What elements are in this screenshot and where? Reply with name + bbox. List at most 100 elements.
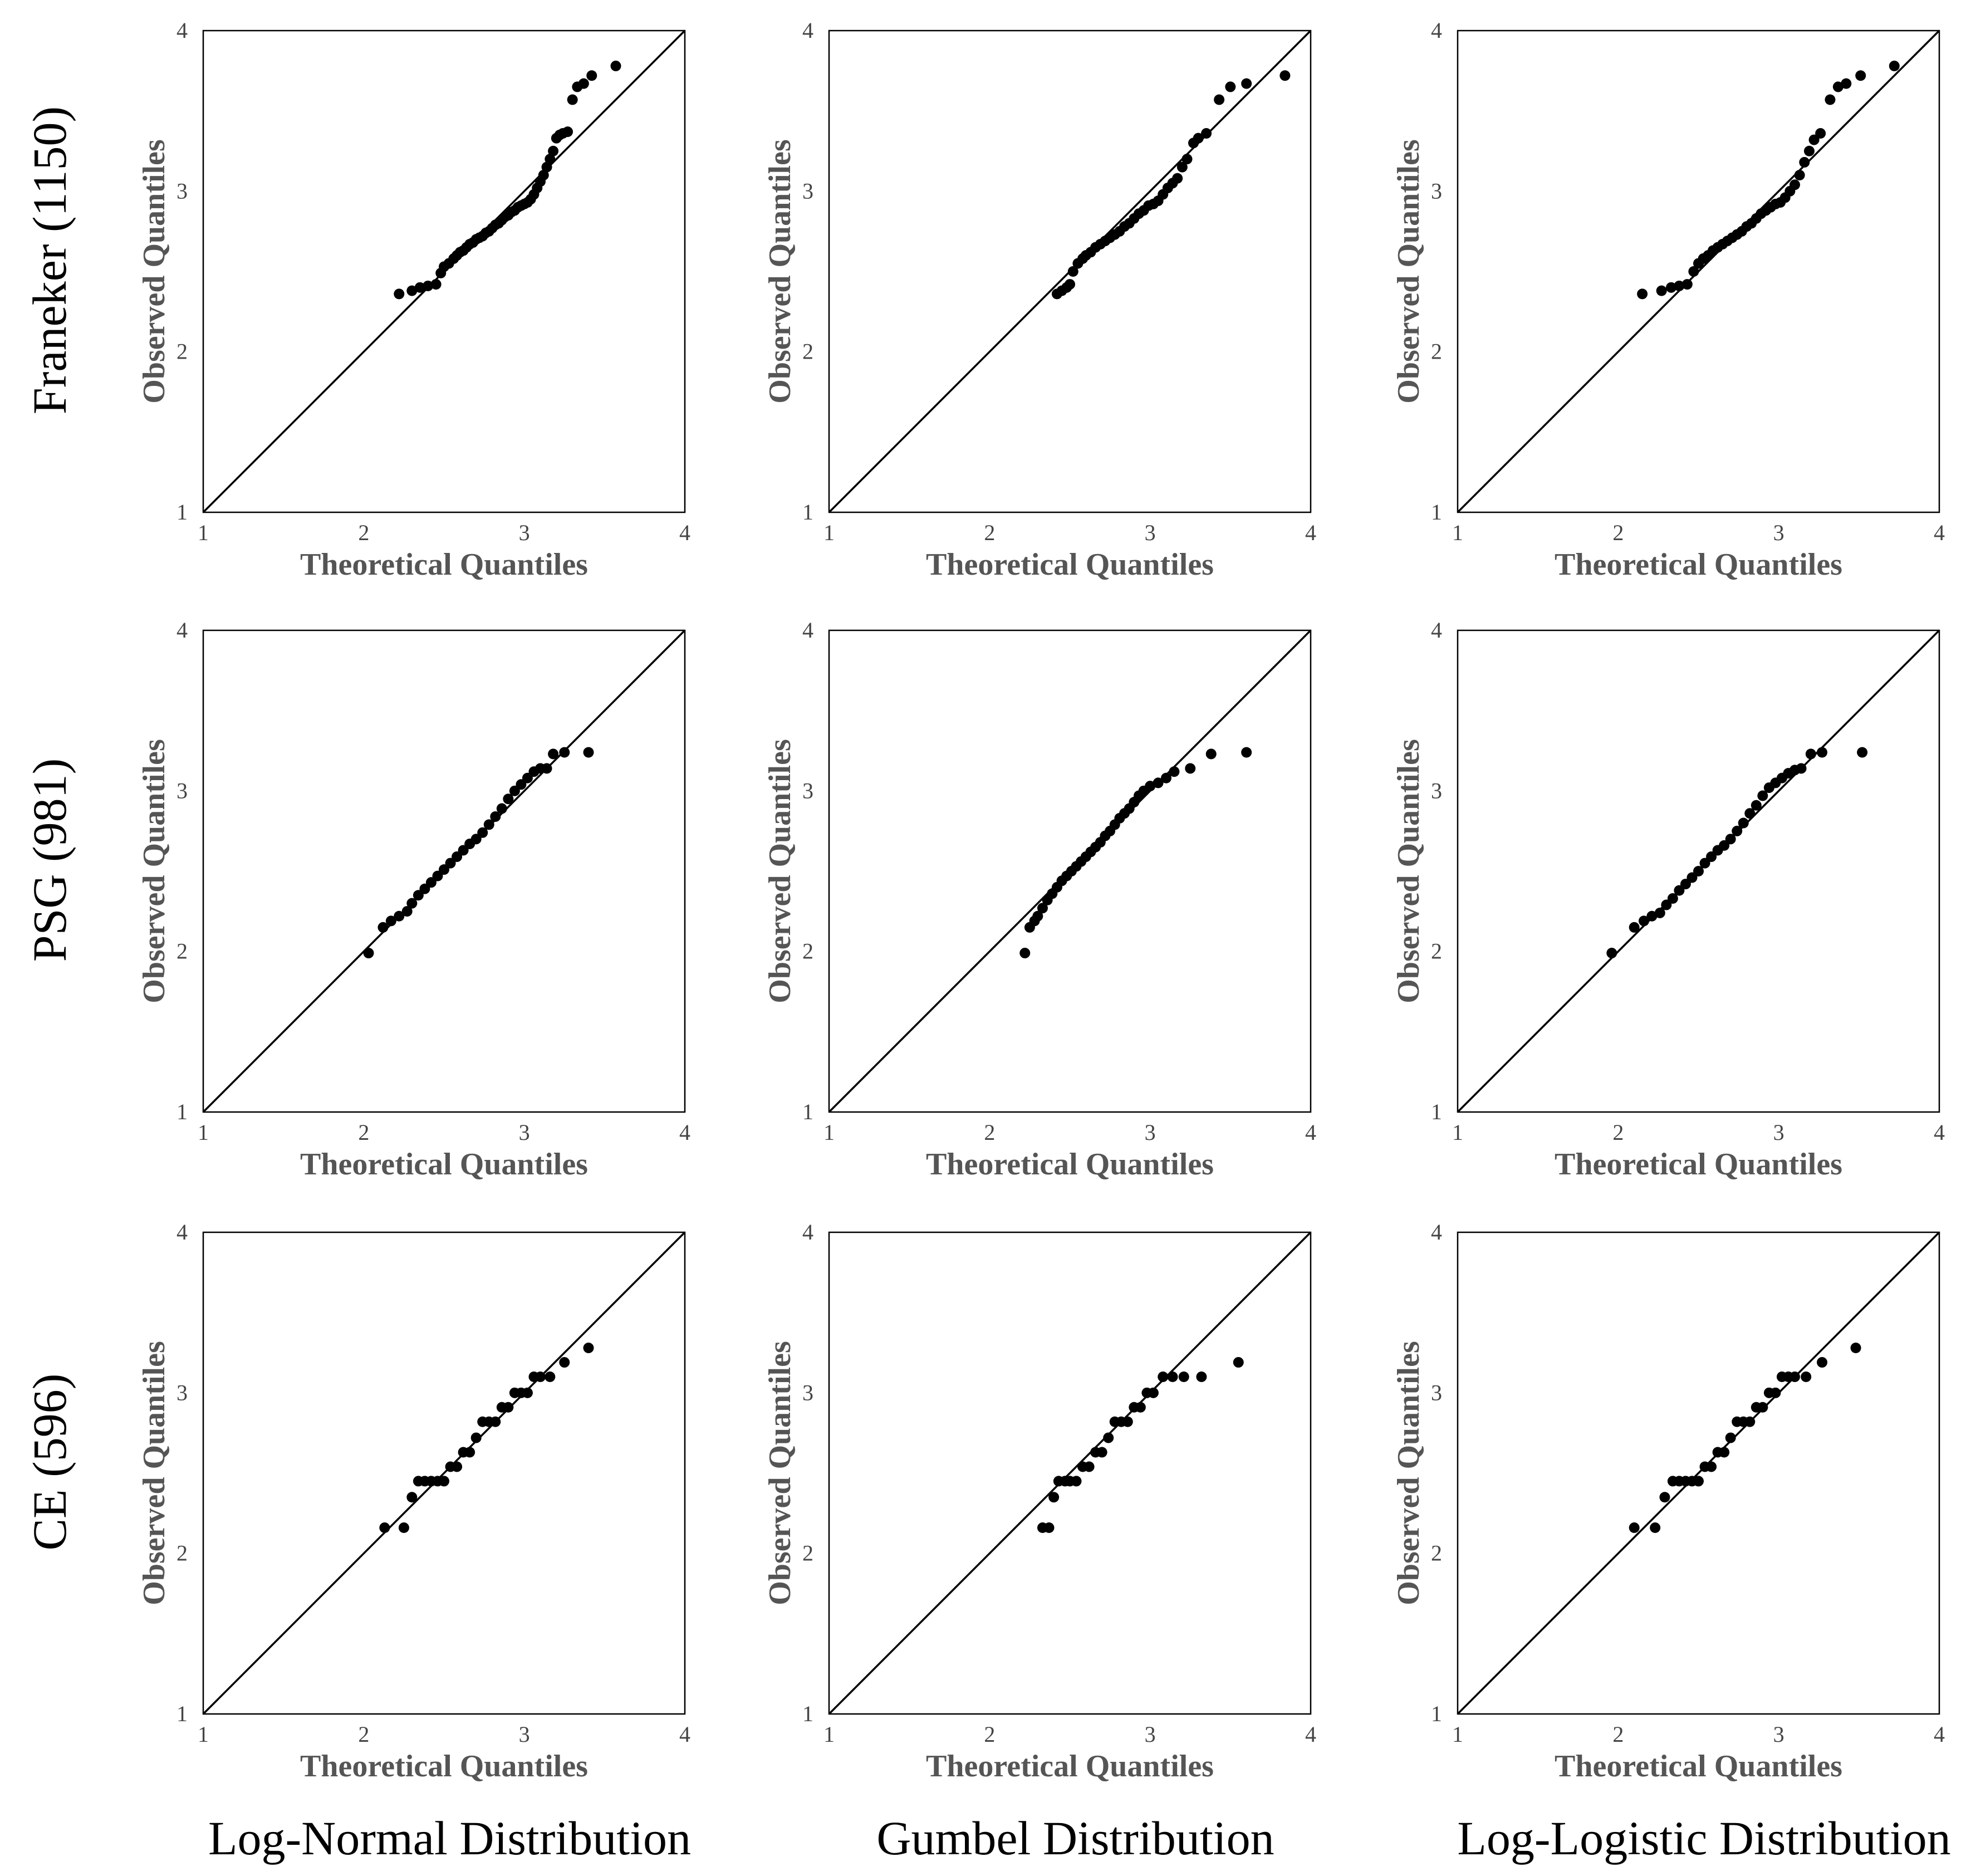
y-tick-label: 2 bbox=[1431, 339, 1442, 364]
data-point bbox=[1214, 94, 1225, 105]
panel-ce-lognormal: 11 2 2 3 3 4 4 Theoretical Quantiles Observed Qu… bbox=[137, 1219, 690, 1784]
data-point bbox=[1656, 285, 1667, 296]
data-point bbox=[1889, 60, 1900, 71]
data-point bbox=[1801, 1372, 1812, 1382]
data-point bbox=[1153, 777, 1164, 788]
data-point bbox=[1855, 70, 1866, 81]
data-point bbox=[583, 747, 594, 758]
y-tick-label: 2 bbox=[802, 1541, 813, 1566]
data-point bbox=[1699, 858, 1710, 869]
x-tick-label: 2 bbox=[984, 1120, 995, 1145]
x-tick-label: 1 bbox=[198, 1722, 209, 1747]
data-point bbox=[1650, 1522, 1661, 1534]
y-tick-label: 2 bbox=[1431, 939, 1442, 964]
plot-frame bbox=[202, 1231, 686, 1715]
x-tick-label: 2 bbox=[1612, 1120, 1624, 1145]
data-point bbox=[432, 870, 443, 881]
x-tick-label: 2 bbox=[1612, 520, 1624, 545]
data-point bbox=[1674, 885, 1685, 896]
data-point bbox=[1071, 1476, 1082, 1487]
x-tick-label: 1 bbox=[1452, 1120, 1463, 1145]
data-point bbox=[503, 1402, 514, 1413]
data-point bbox=[1681, 279, 1693, 290]
x-axis-title: Theoretical Quantiles bbox=[926, 547, 1214, 582]
panel-ce-loglogistic: 11 2 2 3 3 4 4 Theoretical Quantiles Observed Qu… bbox=[1391, 1219, 1945, 1784]
plot-frame bbox=[1457, 629, 1940, 1113]
data-point bbox=[1738, 817, 1749, 829]
y-axis-title: Observed Quantiles bbox=[763, 139, 797, 403]
row-label: PSG (981) bbox=[23, 758, 76, 962]
x-tick-label: 4 bbox=[1934, 1722, 1945, 1747]
y-tick-label: 2 bbox=[802, 339, 813, 364]
reference-line bbox=[828, 1231, 1312, 1715]
x-tick-label: 3 bbox=[1773, 520, 1784, 545]
plot-frame bbox=[828, 30, 1312, 513]
data-point bbox=[1629, 1522, 1640, 1534]
data-point bbox=[1103, 1432, 1114, 1443]
y-tick-label: 3 bbox=[802, 178, 813, 203]
x-tick-label: 4 bbox=[1934, 1120, 1945, 1145]
data-point bbox=[414, 282, 425, 293]
x-tick-label: 2 bbox=[984, 1722, 995, 1747]
data-point bbox=[1770, 1387, 1781, 1398]
data-point bbox=[1135, 1402, 1146, 1413]
y-tick-label: 1 bbox=[177, 1701, 188, 1726]
y-tick-label: 1 bbox=[802, 1099, 813, 1124]
data-point bbox=[1732, 825, 1743, 836]
data-point bbox=[464, 1447, 475, 1458]
data-point bbox=[1646, 910, 1658, 922]
data-point bbox=[548, 145, 559, 156]
y-tick-label: 4 bbox=[1431, 618, 1442, 643]
column-label: Log-Normal Distribution bbox=[208, 1811, 691, 1865]
data-point bbox=[1693, 1476, 1704, 1487]
data-point bbox=[439, 864, 449, 875]
y-axis-title: Observed Quantiles bbox=[137, 739, 171, 1003]
data-point bbox=[1808, 134, 1820, 145]
data-point bbox=[483, 819, 494, 830]
data-point bbox=[1706, 1461, 1717, 1472]
data-point bbox=[394, 288, 405, 300]
data-point bbox=[541, 763, 552, 774]
x-axis-title: Theoretical Quantiles bbox=[926, 1147, 1214, 1182]
data-point bbox=[1674, 280, 1685, 291]
data-point bbox=[1850, 1343, 1861, 1354]
x-tick-label: 3 bbox=[1145, 1120, 1156, 1145]
data-point bbox=[1817, 747, 1828, 758]
data-point bbox=[445, 858, 456, 869]
y-tick-label: 4 bbox=[802, 18, 813, 43]
panel-franeker-gumbel: 11 2 2 3 3 4 4 Theoretical Quantiles Observed Qu… bbox=[763, 18, 1316, 582]
data-point bbox=[1857, 747, 1868, 758]
data-point bbox=[1185, 763, 1196, 774]
y-tick-label: 3 bbox=[1431, 778, 1442, 803]
data-point bbox=[401, 906, 413, 917]
data-point bbox=[1193, 133, 1204, 144]
data-point bbox=[1065, 279, 1075, 290]
data-point bbox=[1799, 156, 1810, 168]
x-tick-label: 4 bbox=[1934, 520, 1945, 545]
x-axis-title: Theoretical Quantiles bbox=[300, 547, 588, 582]
y-tick-label: 3 bbox=[1431, 1380, 1442, 1405]
y-axis-title: Observed Quantiles bbox=[763, 739, 797, 1003]
data-point bbox=[377, 922, 389, 933]
data-point bbox=[545, 154, 556, 165]
x-axis-title: Theoretical Quantiles bbox=[926, 1749, 1214, 1784]
data-point bbox=[562, 126, 573, 138]
data-point bbox=[1096, 1447, 1107, 1458]
data-point bbox=[1654, 907, 1665, 918]
data-point bbox=[1686, 872, 1698, 883]
data-point bbox=[559, 1357, 570, 1368]
y-tick-label: 3 bbox=[802, 778, 813, 803]
y-tick-label: 4 bbox=[802, 1219, 813, 1245]
data-point bbox=[1048, 1492, 1060, 1503]
data-point bbox=[548, 748, 559, 760]
data-point bbox=[586, 70, 597, 81]
x-tick-label: 4 bbox=[1305, 1722, 1316, 1747]
x-tick-label: 3 bbox=[1145, 1722, 1156, 1747]
data-point bbox=[1815, 128, 1826, 139]
y-tick-label: 4 bbox=[177, 18, 188, 43]
data-point bbox=[1172, 173, 1183, 184]
x-tick-label: 4 bbox=[679, 1120, 690, 1145]
data-point bbox=[1796, 763, 1807, 774]
x-tick-label: 3 bbox=[1773, 1722, 1784, 1747]
